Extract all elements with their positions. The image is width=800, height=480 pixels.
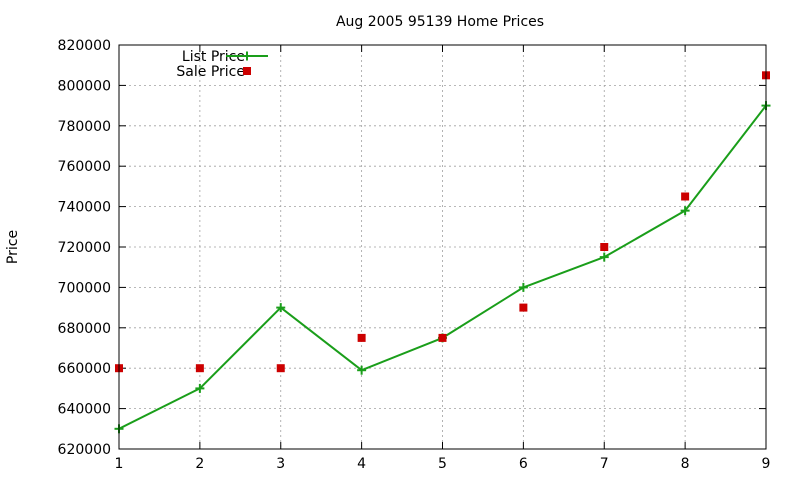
grid (119, 45, 766, 449)
data-point-list-price (680, 206, 690, 216)
data-point-sale-price (276, 364, 285, 373)
y-tick-label: 780000 (58, 119, 111, 135)
data-point-list-price (276, 303, 286, 313)
plot-frame (118, 44, 767, 450)
y-tick-label: 760000 (58, 159, 111, 175)
x-tick-label: 1 (115, 456, 124, 472)
data-point-list-price (518, 282, 528, 292)
data-point-sale-price (519, 303, 528, 312)
legend: List Price Sale Price (176, 49, 268, 80)
data-point-list-price (195, 383, 205, 393)
chart-title: Aug 2005 95139 Home Prices (336, 14, 544, 30)
x-tick-label: 4 (357, 456, 366, 472)
y-tick-label: 720000 (58, 240, 111, 256)
y-tick-label: 800000 (58, 78, 111, 94)
x-tick-label: 5 (438, 456, 447, 472)
legend-swatch-list-price (226, 51, 268, 61)
x-tick-label: 8 (681, 456, 690, 472)
legend-marker (242, 51, 252, 61)
data-point-sale-price (600, 243, 609, 251)
data-point-sale-price (438, 333, 447, 342)
x-tick-label: 9 (762, 456, 771, 472)
data-point-list-price (357, 365, 367, 375)
y-tick-label: 660000 (58, 361, 111, 377)
legend-label-list-price: List Price (182, 49, 245, 65)
y-tick-label: 700000 (58, 280, 111, 296)
x-tick-label: 6 (519, 456, 528, 472)
data-point-sale-price (357, 333, 366, 342)
data-point-list-price (599, 252, 609, 262)
y-axis-label: Price (5, 230, 21, 264)
legend-swatch-sale-price (243, 67, 251, 75)
y-tick-label: 740000 (58, 200, 111, 216)
y-tick-label: 640000 (58, 402, 111, 418)
y-tick-label: 620000 (58, 442, 111, 458)
x-axis: 1 2 3 4 5 6 7 8 9 (115, 45, 771, 472)
x-tick-label: 2 (195, 456, 204, 472)
x-tick-label: 3 (276, 456, 285, 472)
x-tick-label: 7 (600, 456, 609, 472)
y-tick-label: 680000 (58, 321, 111, 337)
data-point-sale-price (195, 364, 204, 373)
legend-marker (243, 67, 251, 75)
legend-label-sale-price: Sale Price (176, 64, 245, 80)
y-tick-label: 820000 (58, 38, 111, 54)
y-axis: 620000 640000 660000 680000 700000 720000 7400… (58, 38, 766, 458)
data-point-sale-price (681, 192, 690, 201)
